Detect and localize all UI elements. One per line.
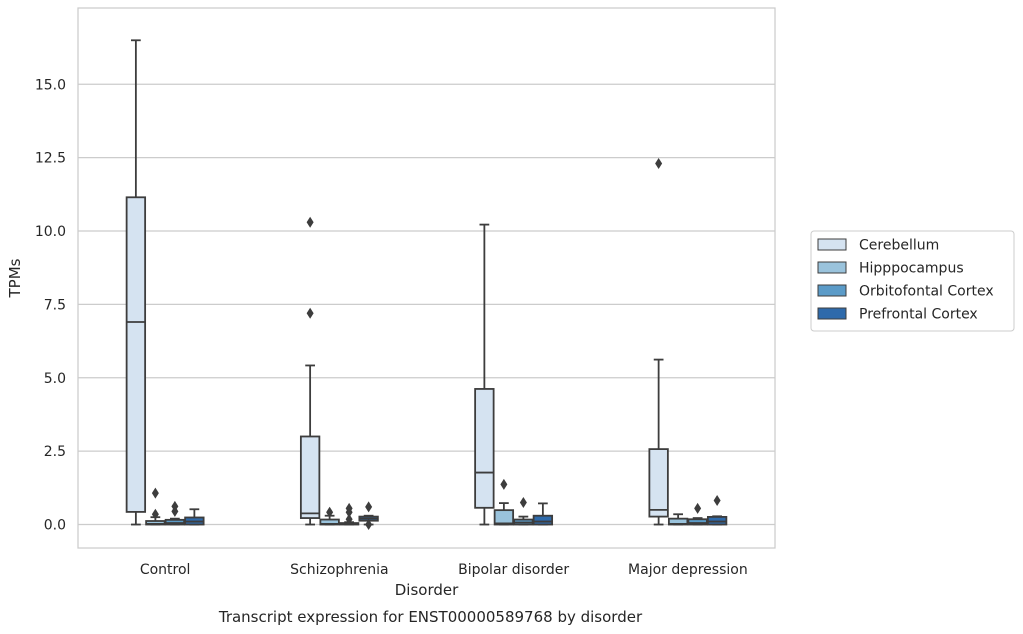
box-3-0 [648,158,669,526]
box-0-3 [184,508,205,526]
outlier-point [151,508,159,520]
box-0-2 [164,500,186,526]
x-tick-label: Bipolar disorder [458,562,569,578]
x-tick-labels: Control Schizophrenia Bipolar disorder Majo… [140,562,748,578]
outlier-point [694,502,702,514]
outlier-point [345,513,353,525]
legend-swatch [817,307,847,320]
outlier-point [519,497,527,509]
legend-label: Orbitofontal Cortex [859,284,994,300]
box-1-1 [319,506,340,526]
y-tick-label: 7.5 [44,297,66,313]
box-0-1 [145,487,166,526]
legend-label: Hipppocampus [859,261,964,277]
box-1-2 [338,502,360,526]
gridlines [78,83,775,526]
outlier-point [171,500,179,512]
y-tick-label: 15.0 [35,77,66,93]
outlier-point [500,478,508,490]
box-iqr [125,196,147,513]
box-1-3 [358,501,379,531]
y-axis-title: TPMs [6,258,24,298]
x-axis-title: Disorder [395,581,459,599]
y-tick-label: 12.5 [35,151,66,167]
legend-swatch [817,284,847,297]
legend-label: Cerebellum [859,238,939,254]
box-2-3 [532,502,554,526]
y-tick-label: 10.0 [35,224,66,240]
legend-frame [810,230,1015,332]
box-iqr [532,514,554,526]
outlier-point [151,487,159,499]
outlier-point [306,216,314,228]
box-iqr [648,448,669,518]
y-tick-label: 5.0 [44,371,66,387]
outlier-point [365,501,373,513]
box-iqr [299,435,321,519]
outlier-point [365,519,373,531]
plot-frame [77,7,776,549]
box-2-1 [493,478,515,526]
box-3-1 [667,513,689,526]
box-series [125,39,728,531]
outlier-point [326,506,334,518]
box-2-2 [513,497,534,526]
outlier-point [655,158,663,170]
x-tick-label: Control [140,562,191,578]
outlier-point [306,307,314,319]
legend-label: Prefrontal Cortex [859,307,978,323]
chart-caption: Transcript expression for ENST0000058976… [218,608,643,626]
box-0-0 [125,39,147,526]
outlier-point [345,502,353,514]
box-2-0 [474,223,495,526]
box-3-3 [706,494,728,526]
x-tick-label: Major depression [628,562,748,578]
x-tick-label: Schizophrenia [290,562,388,578]
outlier-point [713,494,721,506]
legend-swatch [817,261,847,274]
box-1-0 [299,216,321,526]
box-iqr [474,388,495,509]
box-iqr [493,509,515,526]
y-tick-labels: 0.0 2.5 5.0 7.5 10.0 12.5 15.0 [35,77,66,533]
y-tick-label: 2.5 [44,444,66,460]
y-tick-label: 0.0 [44,518,66,534]
box-3-2 [687,502,708,526]
legend: Cerebellum Hipppocampus Orbitofontal Corte… [810,230,1015,332]
legend-swatch [817,238,847,251]
box-iqr [687,518,708,526]
